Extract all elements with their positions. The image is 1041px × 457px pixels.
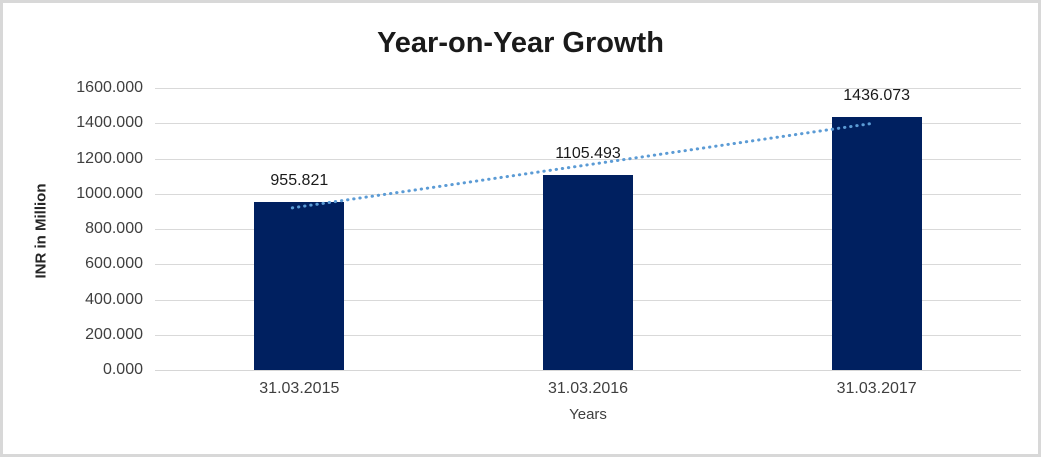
y-tick-label: 1600.000 xyxy=(76,79,143,96)
x-tick-label: 31.03.2016 xyxy=(547,380,629,397)
gridline xyxy=(155,88,1021,89)
y-tick-label: 1200.000 xyxy=(76,149,143,167)
y-tick-label: 600.000 xyxy=(85,255,143,273)
y-tick-label: 200.000 xyxy=(85,325,143,343)
bar-31.03.2015 xyxy=(254,201,345,370)
y-tick-label: 1000.000 xyxy=(76,184,143,202)
y-tick-label: 0.000 xyxy=(102,361,143,378)
x-tick-label: 31.03.2015 xyxy=(259,380,340,397)
x-axis-title: Years xyxy=(569,406,607,423)
y-tick-label: 1400.000 xyxy=(76,114,143,132)
data-label: 1105.493 xyxy=(555,145,621,163)
bar-31.03.2017 xyxy=(831,116,922,370)
y-tick-label: 800.000 xyxy=(85,220,143,237)
data-label: 1436.073 xyxy=(843,86,911,104)
y-tick-label: 400.000 xyxy=(85,290,143,308)
data-label: 955.821 xyxy=(270,171,329,189)
bar-31.03.2016 xyxy=(543,175,633,370)
chart-title: Year-on-Year Growth xyxy=(377,27,664,59)
x-tick-label: 31.03.2017 xyxy=(836,380,917,397)
x-axis-line xyxy=(155,370,1021,371)
